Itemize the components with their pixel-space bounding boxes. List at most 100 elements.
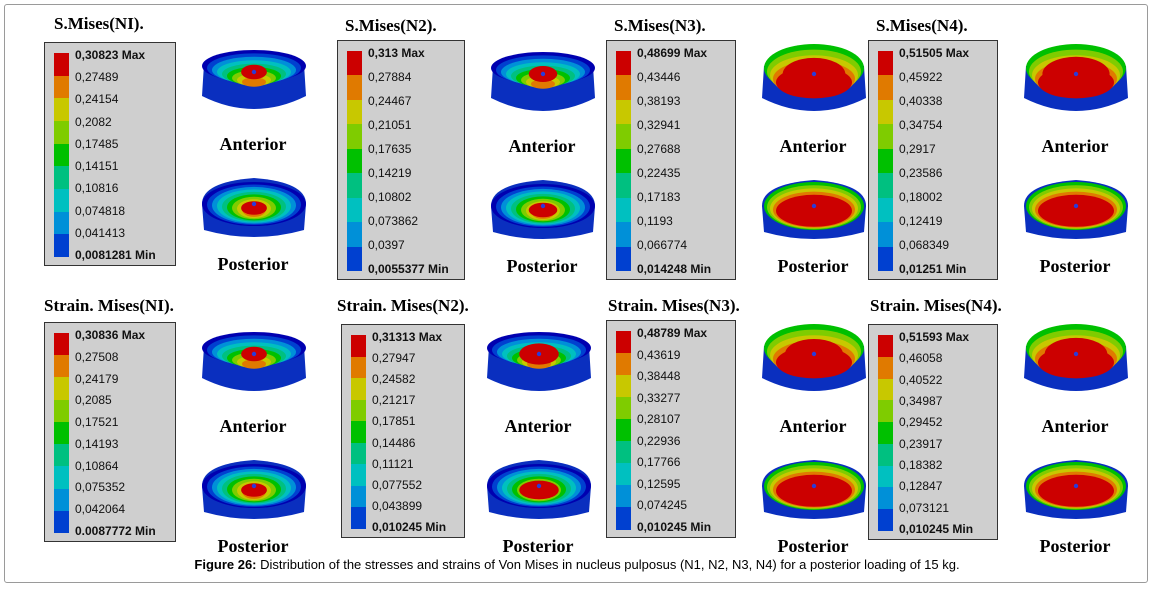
legend-swatch: [54, 421, 69, 445]
legend-swatch: [616, 197, 631, 223]
legend-value: 0,21051: [368, 118, 412, 132]
legend-min-value: 0,01251 Min: [899, 262, 967, 276]
posterior-label: Posterior: [1039, 536, 1111, 556]
legend-value: 0,0397: [368, 238, 405, 252]
legend-value: 0,24467: [368, 94, 412, 108]
legend-max-value: 0,30823 Max: [75, 48, 146, 62]
anterior-view: [194, 42, 314, 133]
legend-value: 0,10816: [75, 181, 119, 196]
legend-swatch: [878, 124, 893, 150]
legend-swatch: [616, 222, 631, 248]
result-panel: Strain. Mises(N2). 0,31313 Max 0,27947 0,24…: [337, 296, 617, 571]
color-legend: 0,51593 Max 0,46058 0,40522 0,34987 0,29452 0…: [868, 324, 998, 540]
legend-swatch: [878, 99, 893, 125]
anterior-view: [483, 44, 603, 135]
legend-swatch: [54, 399, 69, 423]
legend-swatch: [54, 189, 69, 213]
legend-value: 0,077552: [372, 477, 423, 492]
legend-swatch: [878, 75, 893, 101]
result-panel: S.Mises(NI). 0,30823 Max 0,27489 0,24154 0,2…: [44, 14, 324, 289]
posterior-label: Posterior: [502, 536, 574, 556]
legend-swatch: [616, 148, 631, 174]
legend-swatch: [616, 419, 631, 442]
legend-swatch: [878, 51, 893, 76]
legend-swatch: [347, 51, 362, 76]
legend-swatch: [616, 246, 631, 272]
legend-value: 0,074245: [637, 498, 688, 513]
legend-swatch: [347, 99, 362, 125]
posterior-view: [754, 166, 874, 257]
legend-value: 0,042064: [75, 502, 126, 517]
legend-min-value: 0,0081281 Min: [75, 248, 156, 262]
legend-swatch: [616, 353, 631, 376]
legend-max-value: 0,51593 Max: [899, 330, 970, 344]
legend-min-value: 0,014248 Min: [637, 262, 712, 276]
posterior-view: [483, 166, 603, 257]
result-panel: S.Mises(N3). 0,48699 Max 0,43446 0,38193 0,3…: [606, 16, 886, 291]
color-legend: 0,51505 Max 0,45922 0,40338 0,34754 0,2917 0,…: [868, 40, 998, 280]
caption-label: Figure 26:: [194, 557, 257, 572]
legend-swatch: [351, 399, 366, 422]
legend-swatch: [878, 487, 893, 510]
posterior-label: Posterior: [217, 254, 289, 274]
legend-value: 0,17521: [75, 415, 119, 430]
posterior-label: Posterior: [506, 256, 578, 276]
legend-swatch: [54, 355, 69, 378]
nucleus-model-anterior: [762, 44, 866, 111]
posterior-label: Posterior: [217, 536, 289, 556]
legend-swatch: [54, 75, 69, 99]
nucleus-model-anterior: [762, 324, 866, 391]
anterior-label: Anterior: [779, 416, 847, 436]
legend-min-value: 0,010245 Min: [637, 520, 712, 534]
anterior-view: [754, 44, 874, 135]
nucleus-model-posterior: [487, 460, 591, 519]
anterior-label: Anterior: [1041, 136, 1109, 156]
legend-value: 0,14486: [372, 435, 416, 450]
panel-title: S.Mises(N3).: [614, 16, 706, 35]
legend-value: 0,24154: [75, 92, 119, 107]
nucleus-model-posterior: [1024, 180, 1128, 239]
legend-value: 0,12847: [899, 479, 943, 494]
panel-title: Strain. Mises(N2).: [337, 296, 469, 315]
result-panel: Strain. Mises(N3). 0,48789 Max 0,43619 0,38…: [606, 296, 886, 571]
legend-swatch: [351, 378, 366, 401]
legend-swatch: [878, 443, 893, 467]
legend-swatch: [54, 333, 69, 356]
legend-swatch: [54, 510, 69, 534]
legend-value: 0,34754: [899, 118, 943, 132]
legend-swatch: [616, 485, 631, 508]
legend-value: 0,27947: [372, 351, 416, 366]
anterior-label: Anterior: [219, 416, 287, 436]
nucleus-model-anterior: [202, 332, 306, 391]
legend-value: 0,2082: [75, 114, 112, 129]
legend-swatch: [616, 375, 631, 398]
legend-value: 0,22936: [637, 433, 681, 448]
legend-value: 0,40522: [899, 372, 943, 387]
legend-swatch: [347, 246, 362, 272]
legend-value: 0,27489: [75, 70, 119, 85]
legend-swatch: [54, 377, 69, 401]
legend-swatch: [878, 173, 893, 199]
legend-value: 0,10864: [75, 458, 119, 473]
legend-swatch: [878, 509, 893, 532]
posterior-view: [194, 164, 314, 255]
legend-value: 0,23917: [899, 436, 943, 451]
legend-max-value: 0,313 Max: [368, 46, 425, 60]
nucleus-model-anterior: [1024, 44, 1128, 111]
legend-swatch: [351, 485, 366, 508]
posterior-view: [754, 446, 874, 537]
legend-value: 0,066774: [637, 238, 688, 252]
posterior-view: [1016, 446, 1136, 537]
anterior-label: Anterior: [504, 416, 572, 436]
legend-swatch: [616, 463, 631, 486]
nucleus-model-posterior: [762, 460, 866, 519]
figure-frame: [4, 4, 1148, 583]
color-legend: 0,30823 Max 0,27489 0,24154 0,2082 0,17485 0,…: [44, 42, 176, 266]
legend-swatch: [616, 75, 631, 101]
legend-swatch: [616, 51, 631, 76]
nucleus-model-posterior: [202, 178, 306, 237]
legend-swatch: [616, 397, 631, 420]
nucleus-model-posterior: [1024, 460, 1128, 519]
posterior-label: Posterior: [1039, 256, 1111, 276]
legend-value: 0,17766: [637, 455, 681, 470]
